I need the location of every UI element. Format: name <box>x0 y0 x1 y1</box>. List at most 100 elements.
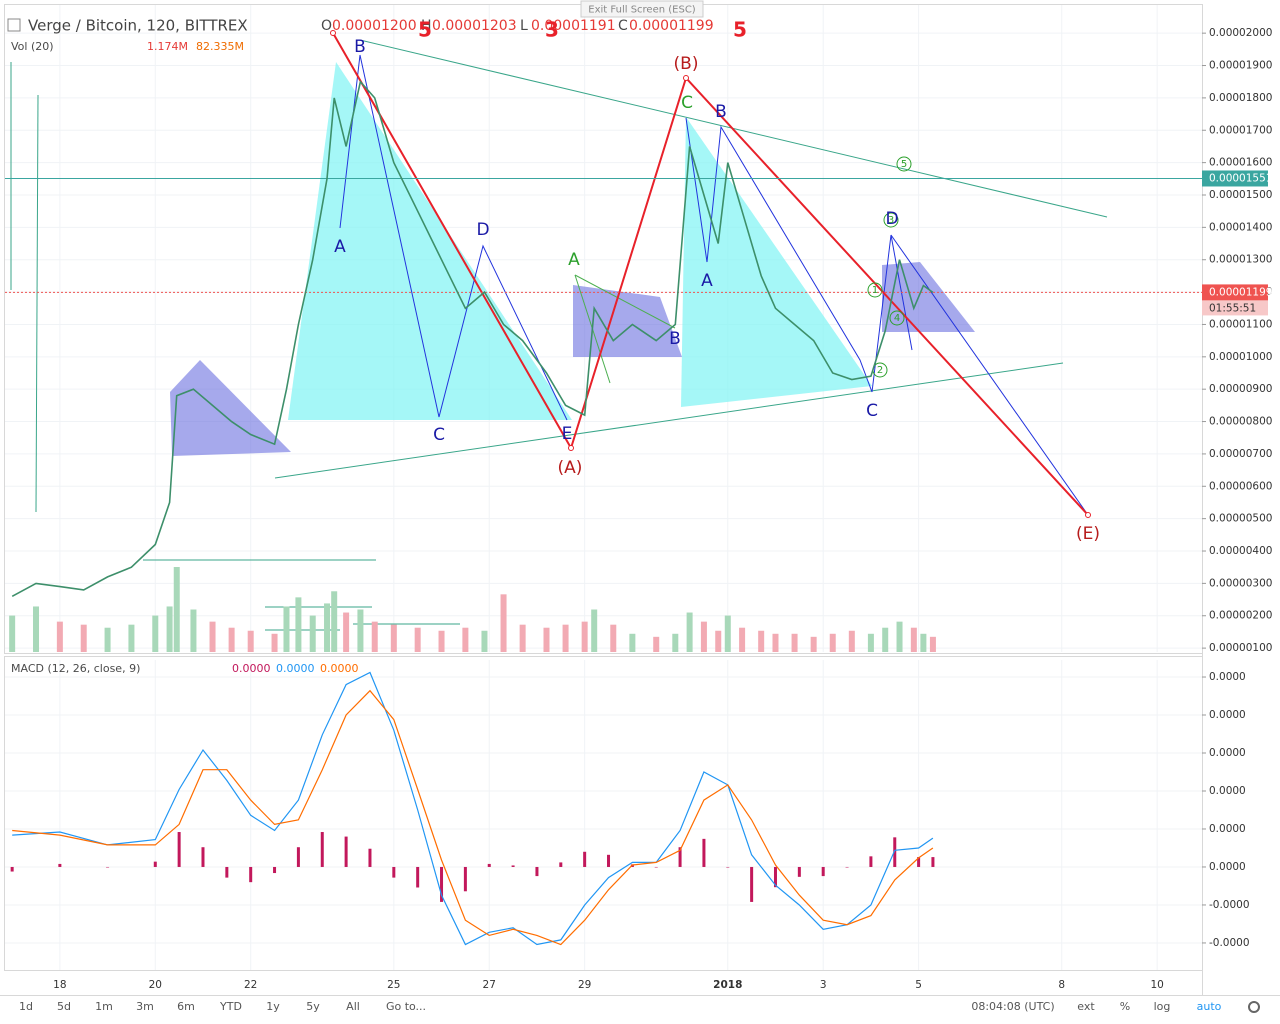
histogram-bar <box>931 857 935 867</box>
histogram-bar <box>463 866 467 892</box>
countdown: 01:55:51 <box>1209 302 1256 314</box>
y-tick-label: 0.00000600 <box>1209 480 1272 492</box>
ohlc-key: L <box>520 18 528 34</box>
histogram-bar <box>845 866 849 868</box>
volume-bar <box>581 621 588 652</box>
y-tick-label: 0.00000500 <box>1209 513 1272 525</box>
macd-value: 0.0000 <box>320 662 359 675</box>
y-tick-label: 0.00001100 <box>1209 318 1272 330</box>
y-tick-label: 0.0000 <box>1209 823 1246 835</box>
wave-label: C <box>433 425 445 445</box>
volume-bar <box>80 624 87 652</box>
wave-label: C <box>681 93 693 113</box>
ohlc-key: O <box>321 18 332 34</box>
histogram-bar <box>177 832 181 867</box>
y-tick-label: 0.00001500 <box>1209 189 1272 201</box>
volume-bar <box>438 630 445 652</box>
option-button[interactable]: ext <box>1077 1000 1095 1013</box>
histogram-bar <box>511 865 515 867</box>
volume-bar <box>896 621 903 652</box>
volume-bar <box>152 615 159 652</box>
range-button[interactable]: 6m <box>177 1000 195 1013</box>
volume-bar <box>128 624 135 652</box>
symbol-title: Verge / Bitcoin, 120, BITTREX <box>28 17 248 35</box>
range-button[interactable]: YTD <box>219 1000 242 1013</box>
volume-bar <box>867 633 874 652</box>
collapse-button[interactable] <box>7 18 21 32</box>
histogram-bar <box>535 866 539 877</box>
y-tick-label: 0.00001600 <box>1209 157 1272 169</box>
volume-bar <box>357 609 364 652</box>
countdown-box <box>1202 300 1268 316</box>
y-tick-label: 0.00000400 <box>1209 545 1272 557</box>
option-button[interactable]: auto <box>1197 1000 1222 1013</box>
histogram-bar <box>153 861 157 867</box>
exit-fullscreen[interactable] <box>580 0 704 18</box>
exit-fullscreen-label: Exit Full Screen (ESC) <box>588 5 696 16</box>
range-button[interactable]: 1m <box>95 1000 113 1013</box>
option-button[interactable]: % <box>1120 1000 1130 1013</box>
volume-bar <box>462 627 469 652</box>
range-button[interactable]: 5d <box>57 1000 71 1013</box>
volume-bar <box>331 591 338 652</box>
range-button[interactable]: 5y <box>306 1000 320 1013</box>
volume-bar <box>343 612 350 652</box>
range-button[interactable]: 1d <box>19 1000 33 1013</box>
y-tick-label: 0.00001900 <box>1209 60 1272 72</box>
series-line <box>11 79 934 598</box>
histogram-bar <box>917 857 921 867</box>
volume-bar <box>104 627 111 652</box>
range-button[interactable]: All <box>346 1000 360 1013</box>
y-tick-label: 0.0000 <box>1209 785 1246 797</box>
histogram-bar <box>654 866 658 868</box>
price-level-box <box>1202 170 1268 187</box>
x-tick-label: 18 <box>53 979 66 991</box>
histogram-bar <box>58 863 62 867</box>
histogram-bar <box>440 866 444 902</box>
volume-bar <box>653 636 660 652</box>
volume-bar <box>309 615 316 652</box>
wave-label: D <box>885 209 898 229</box>
volume-bar <box>247 630 254 652</box>
wave-count: 5 <box>901 159 907 170</box>
wave-label: B <box>354 37 366 57</box>
histogram-bar <box>10 866 14 872</box>
goto-button[interactable]: Go to... <box>386 1000 426 1013</box>
histogram-bar <box>368 848 372 867</box>
volume-bar <box>772 633 779 652</box>
red-mark: 3 <box>545 18 559 42</box>
volume-bar <box>882 627 889 652</box>
option-button[interactable]: log <box>1154 1000 1171 1013</box>
ohlc-value: 0.00001191 <box>531 18 616 34</box>
volume-bar <box>810 636 817 652</box>
volume-bar <box>9 615 16 652</box>
y-tick-label: 0.00000200 <box>1209 610 1272 622</box>
volume-bar <box>173 567 180 652</box>
price-level-label: 0.00001199 <box>1209 286 1272 298</box>
volume-bar <box>209 621 216 652</box>
y-tick-label: 0.00001700 <box>1209 124 1272 136</box>
volume-bar <box>715 630 722 652</box>
histogram-bar <box>869 856 873 867</box>
settings-button[interactable] <box>1248 1001 1260 1013</box>
wave-label: (B) <box>674 54 699 74</box>
ohlc-key: C <box>618 18 628 34</box>
series-line <box>12 671 934 946</box>
range-button[interactable]: 1y <box>266 1000 280 1013</box>
grid <box>5 5 1202 970</box>
wave-label: A <box>334 237 346 257</box>
volume-bar <box>920 633 927 652</box>
histogram-bar <box>392 866 396 878</box>
y-tick-label: 0.00001800 <box>1209 92 1272 104</box>
histogram-bar <box>320 832 324 867</box>
range-button[interactable]: 3m <box>136 1000 154 1013</box>
volume-bar <box>500 594 507 652</box>
histogram-bar <box>225 866 229 878</box>
volume-ma: 82.335M <box>196 40 244 53</box>
volume-bar <box>481 630 488 652</box>
ohlc-value: 0.00001203 <box>432 18 517 34</box>
volume-bar <box>610 624 617 652</box>
price-level-box <box>1202 284 1268 301</box>
volume-bar <box>929 636 936 652</box>
ohlc-value: 0.00001200 <box>332 18 417 34</box>
